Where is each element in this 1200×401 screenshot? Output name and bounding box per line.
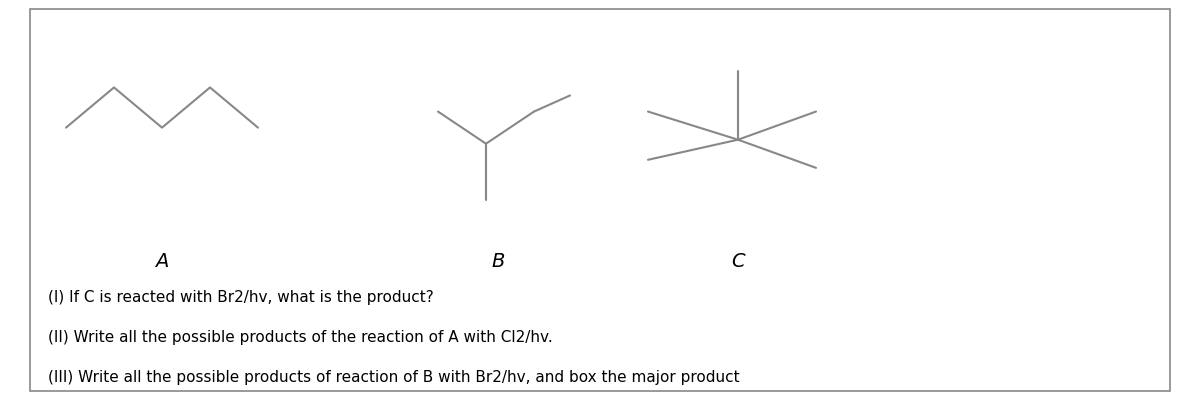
Text: C: C — [731, 251, 745, 270]
Text: A: A — [155, 251, 169, 270]
Text: (III) Write all the possible products of reaction of B with Br2/hv, and box the : (III) Write all the possible products of… — [48, 369, 739, 385]
Text: (I) If C is reacted with Br2/hv, what is the product?: (I) If C is reacted with Br2/hv, what is… — [48, 289, 433, 304]
Text: (II) Write all the possible products of the reaction of A with Cl2/hv.: (II) Write all the possible products of … — [48, 329, 553, 344]
Text: B: B — [491, 251, 505, 270]
